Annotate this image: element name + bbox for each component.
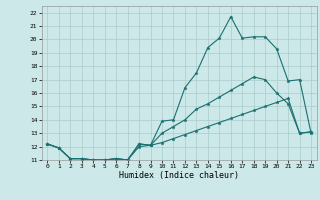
X-axis label: Humidex (Indice chaleur): Humidex (Indice chaleur) (119, 171, 239, 180)
